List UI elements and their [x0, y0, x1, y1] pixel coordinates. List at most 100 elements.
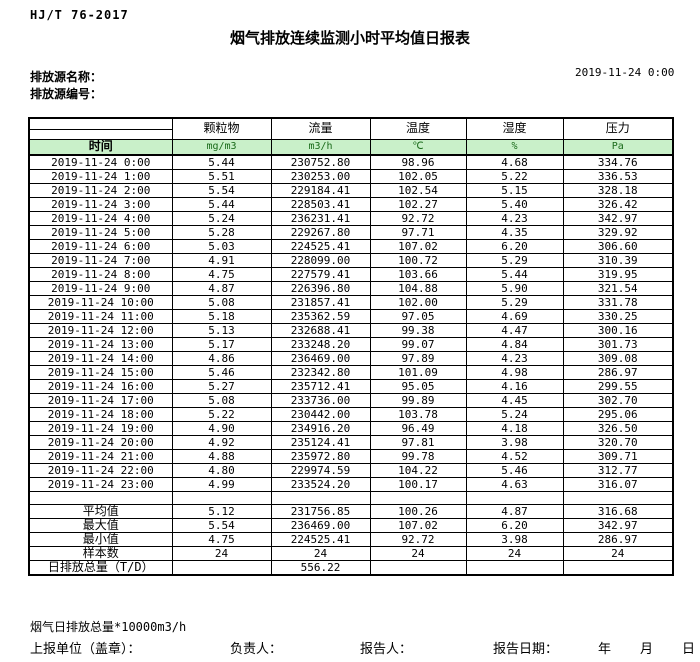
value-cell: 24 [171, 546, 272, 561]
value-cell [171, 560, 272, 576]
time-cell: 2019-11-24 13:00 [28, 337, 173, 352]
column-header-humidity: 湿度 [465, 117, 564, 140]
value-cell: 99.78 [369, 449, 467, 464]
value-cell: 4.45 [465, 393, 564, 408]
value-cell: 5.15 [465, 183, 564, 198]
value-cell: 227579.41 [270, 267, 371, 282]
value-cell: 4.90 [171, 421, 272, 436]
value-cell: 4.88 [171, 449, 272, 464]
value-cell: 104.22 [369, 463, 467, 478]
value-cell: 232688.41 [270, 323, 371, 338]
value-cell: 4.16 [465, 379, 564, 394]
value-cell: 4.63 [465, 477, 564, 492]
value-cell [369, 560, 467, 576]
value-cell: 4.52 [465, 449, 564, 464]
month-label: 月 [640, 642, 654, 657]
value-cell: 4.47 [465, 323, 564, 338]
value-cell: 6.20 [465, 239, 564, 254]
summary-rows: 平均值 5.12 231756.85 100.26 4.87 316.68 最大值 5.54 2… [28, 504, 674, 576]
value-cell [465, 560, 564, 576]
table-row: 2019-11-24 11:00 5.18 235362.59 97.05 4.69 33… [28, 309, 674, 324]
value-cell: 4.86 [171, 351, 272, 366]
time-cell: 2019-11-24 10:00 [28, 295, 173, 310]
value-cell: 236469.00 [270, 351, 371, 366]
value-cell: 97.89 [369, 351, 467, 366]
value-cell: 95.05 [369, 379, 467, 394]
value-cell: 5.03 [171, 239, 272, 254]
value-cell: 4.99 [171, 477, 272, 492]
value-cell: 102.05 [369, 169, 467, 184]
source-id-label: 排放源编号： [30, 87, 103, 101]
value-cell: 235124.41 [270, 435, 371, 450]
day-label: 日 [682, 642, 696, 657]
table-row: 样本数 24 24 24 24 24 [28, 546, 674, 561]
value-cell: 5.54 [171, 518, 272, 533]
value-cell: 4.68 [465, 154, 564, 170]
value-cell: 100.17 [369, 477, 467, 492]
page-title: 烟气排放连续监测小时平均值日报表 [229, 29, 470, 47]
time-cell: 2019-11-24 17:00 [28, 393, 173, 408]
column-header-flow: 流量 [270, 117, 371, 140]
value-cell: 309.71 [562, 449, 674, 464]
value-cell: 4.69 [465, 309, 564, 324]
value-cell: 309.08 [562, 351, 674, 366]
value-cell: 92.72 [369, 211, 467, 226]
value-cell: 310.39 [562, 253, 674, 268]
value-cell: 306.60 [562, 239, 674, 254]
reporter-label: 报告人： [360, 642, 413, 657]
value-cell: 5.44 [171, 154, 272, 170]
value-cell: 229267.80 [270, 225, 371, 240]
value-cell: 231756.85 [270, 504, 371, 519]
hourly-rows: 2019-11-24 0:00 5.44 230752.80 98.96 4.68 334… [28, 154, 674, 492]
value-cell: 295.06 [562, 407, 674, 422]
value-cell: 92.72 [369, 532, 467, 547]
value-cell: 316.68 [562, 504, 674, 519]
time-cell: 2019-11-24 19:00 [28, 421, 173, 436]
value-cell: 230253.00 [270, 169, 371, 184]
value-cell: 5.08 [171, 295, 272, 310]
table-row: 2019-11-24 14:00 4.86 236469.00 97.89 4.23 30… [28, 351, 674, 366]
value-cell: 98.96 [369, 154, 467, 170]
value-cell: 4.18 [465, 421, 564, 436]
spacer-cell [562, 491, 674, 505]
value-cell: 5.90 [465, 281, 564, 296]
responsible-label: 负责人： [230, 642, 283, 657]
value-cell: 226396.80 [270, 281, 371, 296]
time-cell: 2019-11-24 16:00 [28, 379, 173, 394]
value-cell: 104.88 [369, 281, 467, 296]
value-cell: 301.73 [562, 337, 674, 352]
column-header-temperature: 温度 [369, 117, 467, 140]
value-cell: 4.75 [171, 267, 272, 282]
value-cell: 5.12 [171, 504, 272, 519]
header-row-top: 颗粒物 流量 温度 湿度 压力 [28, 117, 674, 140]
value-cell: 24 [465, 546, 564, 561]
value-cell: 100.72 [369, 253, 467, 268]
value-cell: 97.71 [369, 225, 467, 240]
unit-pressure: Pa [562, 138, 674, 156]
value-cell: 4.84 [465, 337, 564, 352]
value-cell: 302.70 [562, 393, 674, 408]
value-cell: 299.55 [562, 379, 674, 394]
value-cell: 231857.41 [270, 295, 371, 310]
spacer-cell [465, 491, 564, 505]
column-header-particulate: 颗粒物 [171, 117, 272, 140]
table-row: 2019-11-24 0:00 5.44 230752.80 98.96 4.68 334… [28, 154, 674, 170]
value-cell: 4.80 [171, 463, 272, 478]
spacer-cell [369, 491, 467, 505]
table-row: 平均值 5.12 231756.85 100.26 4.87 316.68 [28, 504, 674, 519]
table-row: 2019-11-24 3:00 5.44 228503.41 102.27 5.40 32… [28, 197, 674, 212]
value-cell: 97.81 [369, 435, 467, 450]
value-cell: 97.05 [369, 309, 467, 324]
table-row: 2019-11-24 2:00 5.54 229184.41 102.54 5.15 32… [28, 183, 674, 198]
value-cell: 5.08 [171, 393, 272, 408]
value-cell: 4.23 [465, 351, 564, 366]
value-cell: 24 [270, 546, 371, 561]
table-row: 2019-11-24 5:00 5.28 229267.80 97.71 4.35 329… [28, 225, 674, 240]
value-cell: 235972.80 [270, 449, 371, 464]
value-cell: 316.07 [562, 477, 674, 492]
value-cell: 236231.41 [270, 211, 371, 226]
value-cell: 229974.59 [270, 463, 371, 478]
time-cell: 2019-11-24 18:00 [28, 407, 173, 422]
value-cell: 107.02 [369, 239, 467, 254]
